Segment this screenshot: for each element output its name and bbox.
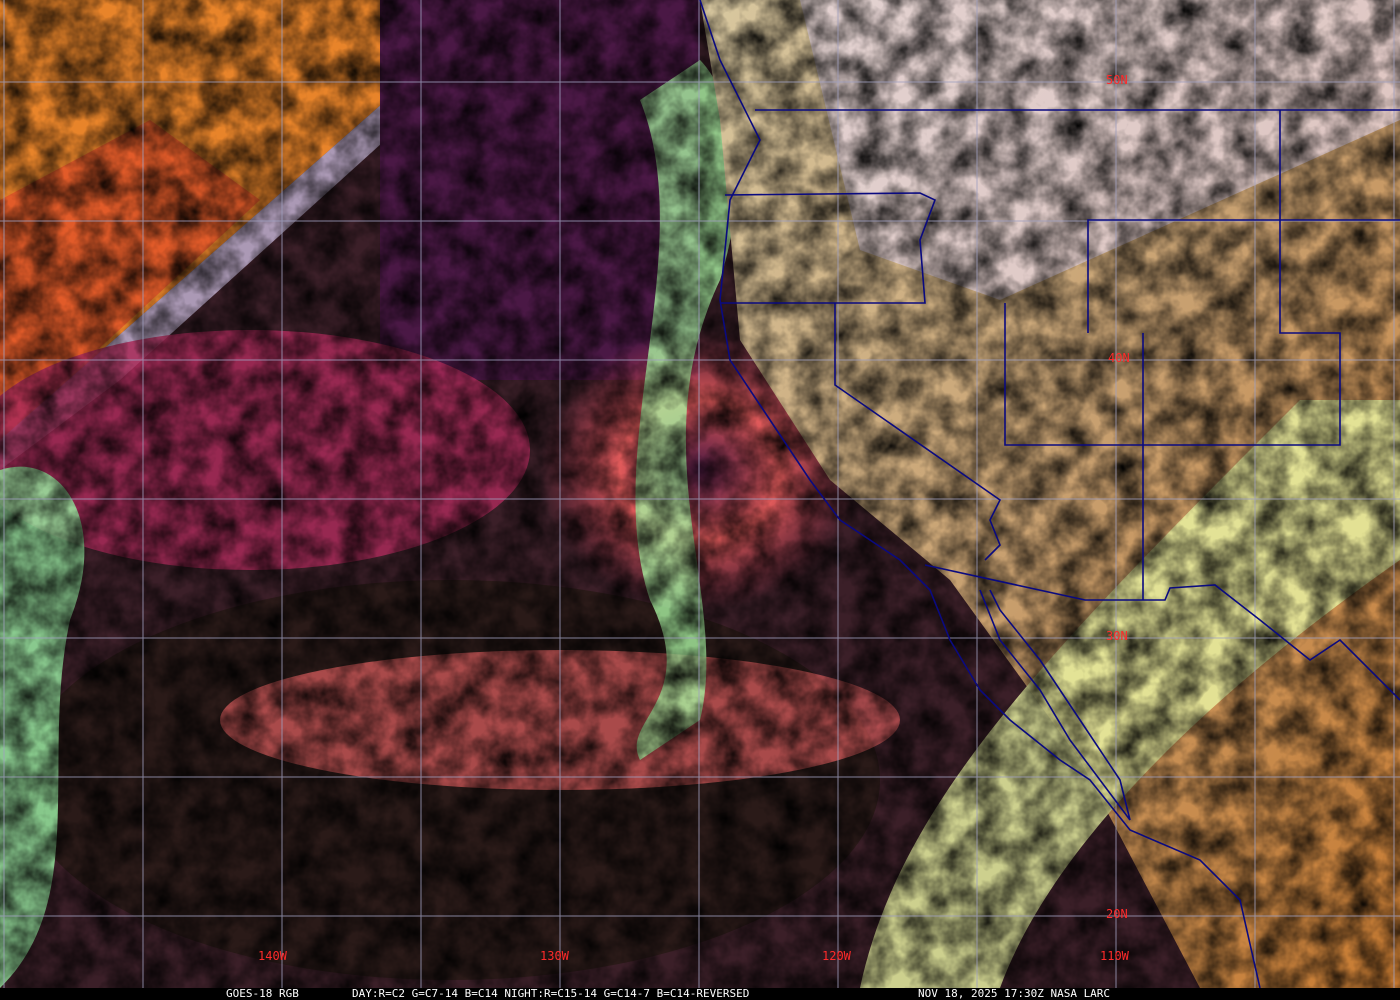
lon-label-120w: 120W bbox=[822, 949, 851, 963]
lon-label-130w: 130W bbox=[540, 949, 569, 963]
political-boundaries bbox=[699, 0, 1400, 988]
timestamp: NOV 18, 2025 17:30Z NASA LARC bbox=[918, 987, 1111, 1000]
rgb-recipe: DAY:R=C2 G=C7-14 B=C14 NIGHT:R=C15-14 G=… bbox=[352, 987, 750, 1000]
coastline bbox=[699, 0, 1261, 988]
state-borders-2 bbox=[834, 303, 1002, 561]
lon-label-140w: 140W bbox=[258, 949, 287, 963]
lat-label-30n: 30N bbox=[1106, 629, 1128, 643]
lat-label-40n: 40N bbox=[1108, 351, 1130, 365]
baja-peninsula bbox=[979, 589, 1131, 821]
product-name: GOES-18 RGB bbox=[226, 987, 299, 1000]
lat-label-20n: 20N bbox=[1106, 907, 1128, 921]
lat-label-50n: 50N bbox=[1106, 73, 1128, 87]
state-borders-4 bbox=[1087, 219, 1400, 333]
us-mexico-border bbox=[924, 564, 1400, 701]
image-caption-bar: GOES-18 RGB DAY:R=C2 G=C7-14 B=C14 NIGHT… bbox=[0, 988, 1400, 1000]
state-borders bbox=[720, 192, 937, 304]
lon-label-110w: 110W bbox=[1100, 949, 1129, 963]
state-borders-3 bbox=[1004, 110, 1341, 446]
